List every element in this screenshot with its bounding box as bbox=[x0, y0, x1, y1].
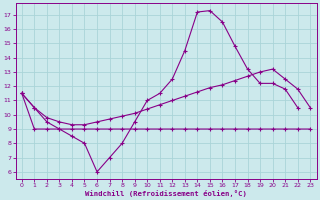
X-axis label: Windchill (Refroidissement éolien,°C): Windchill (Refroidissement éolien,°C) bbox=[85, 190, 247, 197]
